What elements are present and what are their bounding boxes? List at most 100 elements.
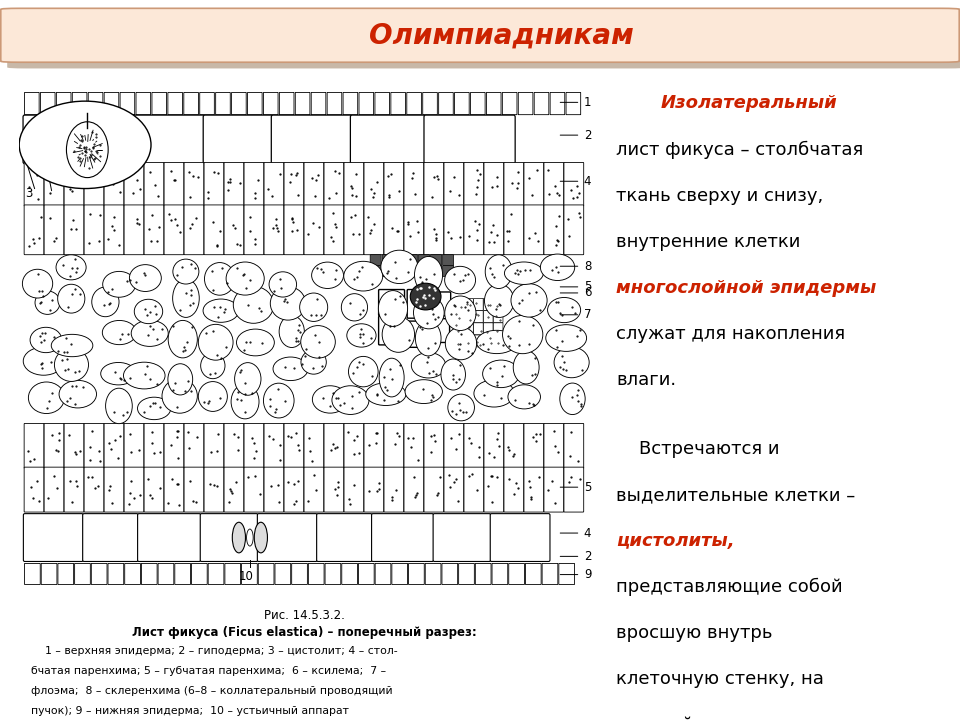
FancyBboxPatch shape [544,163,564,206]
FancyBboxPatch shape [372,513,434,562]
Ellipse shape [30,328,61,353]
Ellipse shape [173,259,199,284]
FancyBboxPatch shape [484,299,493,310]
Ellipse shape [444,266,475,294]
FancyBboxPatch shape [424,423,444,468]
FancyBboxPatch shape [201,513,258,562]
FancyBboxPatch shape [264,423,284,468]
FancyBboxPatch shape [484,423,504,468]
FancyBboxPatch shape [8,9,960,68]
Ellipse shape [485,255,512,289]
FancyBboxPatch shape [64,205,84,255]
Ellipse shape [445,327,477,360]
FancyBboxPatch shape [88,92,103,114]
Text: ткань сверху и снизу,: ткань сверху и снизу, [616,186,824,204]
Ellipse shape [379,359,404,397]
FancyBboxPatch shape [424,115,516,163]
FancyBboxPatch shape [384,423,404,468]
FancyBboxPatch shape [164,205,184,255]
FancyBboxPatch shape [564,205,584,255]
FancyBboxPatch shape [491,513,550,562]
FancyBboxPatch shape [464,299,473,310]
FancyBboxPatch shape [525,564,541,585]
FancyBboxPatch shape [216,92,230,114]
FancyBboxPatch shape [40,92,55,114]
Ellipse shape [29,382,64,413]
FancyBboxPatch shape [443,266,454,276]
FancyBboxPatch shape [493,310,503,323]
FancyBboxPatch shape [263,92,278,114]
FancyBboxPatch shape [455,92,469,114]
FancyBboxPatch shape [431,292,450,316]
FancyBboxPatch shape [524,467,543,512]
FancyBboxPatch shape [317,513,372,562]
FancyBboxPatch shape [484,310,493,323]
FancyBboxPatch shape [464,205,484,255]
FancyBboxPatch shape [25,564,40,585]
FancyBboxPatch shape [204,205,224,255]
Ellipse shape [382,317,415,352]
FancyBboxPatch shape [454,299,464,310]
FancyBboxPatch shape [224,163,244,206]
FancyBboxPatch shape [204,115,273,163]
Ellipse shape [312,262,344,289]
FancyBboxPatch shape [473,323,483,335]
FancyBboxPatch shape [108,564,124,585]
FancyBboxPatch shape [464,335,473,347]
Text: флоэма;  8 – склеренхима (6–8 – коллатеральный проводящий: флоэма; 8 – склеренхима (6–8 – коллатера… [31,686,393,696]
FancyBboxPatch shape [371,255,381,266]
FancyBboxPatch shape [25,92,39,114]
Ellipse shape [58,284,84,313]
FancyBboxPatch shape [72,92,87,114]
Ellipse shape [414,297,444,329]
FancyBboxPatch shape [384,467,404,512]
Ellipse shape [23,347,64,375]
Ellipse shape [199,324,233,360]
FancyBboxPatch shape [504,205,524,255]
Ellipse shape [332,386,369,415]
FancyBboxPatch shape [378,316,400,345]
Ellipse shape [504,262,543,284]
FancyBboxPatch shape [504,163,524,206]
Ellipse shape [312,386,348,413]
Ellipse shape [134,300,162,324]
FancyBboxPatch shape [44,163,64,206]
Ellipse shape [546,325,587,351]
Text: 1 – верхняя эпидерма; 2 – гиподерма; 3 – цистолит; 4 – стол-: 1 – верхняя эпидерма; 2 – гиподерма; 3 –… [31,646,397,656]
Ellipse shape [381,250,418,284]
FancyBboxPatch shape [464,323,473,335]
Ellipse shape [476,330,516,354]
FancyBboxPatch shape [44,467,64,512]
Text: Рис. 14.5.3.2.: Рис. 14.5.3.2. [264,609,346,622]
FancyBboxPatch shape [304,423,324,468]
FancyBboxPatch shape [224,423,244,468]
FancyBboxPatch shape [454,310,464,323]
FancyBboxPatch shape [384,163,404,206]
Ellipse shape [474,380,515,407]
Text: представляющие собой: представляющие собой [616,578,843,596]
Ellipse shape [554,347,589,378]
FancyBboxPatch shape [406,255,418,266]
FancyBboxPatch shape [542,564,558,585]
Ellipse shape [199,382,228,411]
FancyBboxPatch shape [484,335,493,347]
FancyBboxPatch shape [404,205,423,255]
FancyBboxPatch shape [464,310,473,323]
Ellipse shape [162,379,198,413]
Text: 4: 4 [584,526,591,539]
FancyBboxPatch shape [224,467,244,512]
Ellipse shape [55,348,88,382]
Ellipse shape [366,383,406,405]
FancyBboxPatch shape [504,467,524,512]
FancyBboxPatch shape [244,205,264,255]
FancyBboxPatch shape [444,467,464,512]
Ellipse shape [502,315,542,354]
Ellipse shape [410,283,441,310]
FancyBboxPatch shape [244,423,264,468]
FancyBboxPatch shape [524,205,543,255]
FancyBboxPatch shape [296,92,310,114]
Ellipse shape [233,287,274,323]
FancyBboxPatch shape [364,163,384,206]
FancyBboxPatch shape [424,163,444,206]
FancyBboxPatch shape [64,163,84,206]
